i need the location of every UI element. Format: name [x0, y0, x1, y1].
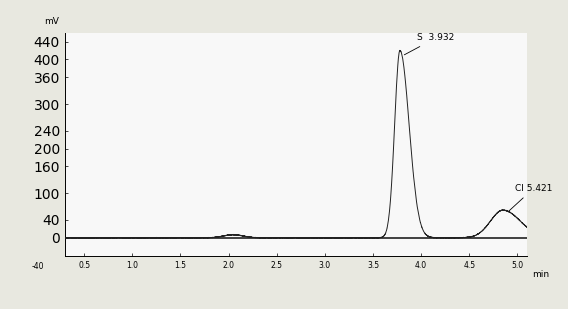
- Text: Cl 5.421: Cl 5.421: [509, 184, 552, 211]
- Text: -40: -40: [32, 262, 44, 271]
- Text: mV: mV: [44, 17, 59, 26]
- Text: min: min: [532, 270, 549, 279]
- Text: S  3.932: S 3.932: [404, 33, 454, 55]
